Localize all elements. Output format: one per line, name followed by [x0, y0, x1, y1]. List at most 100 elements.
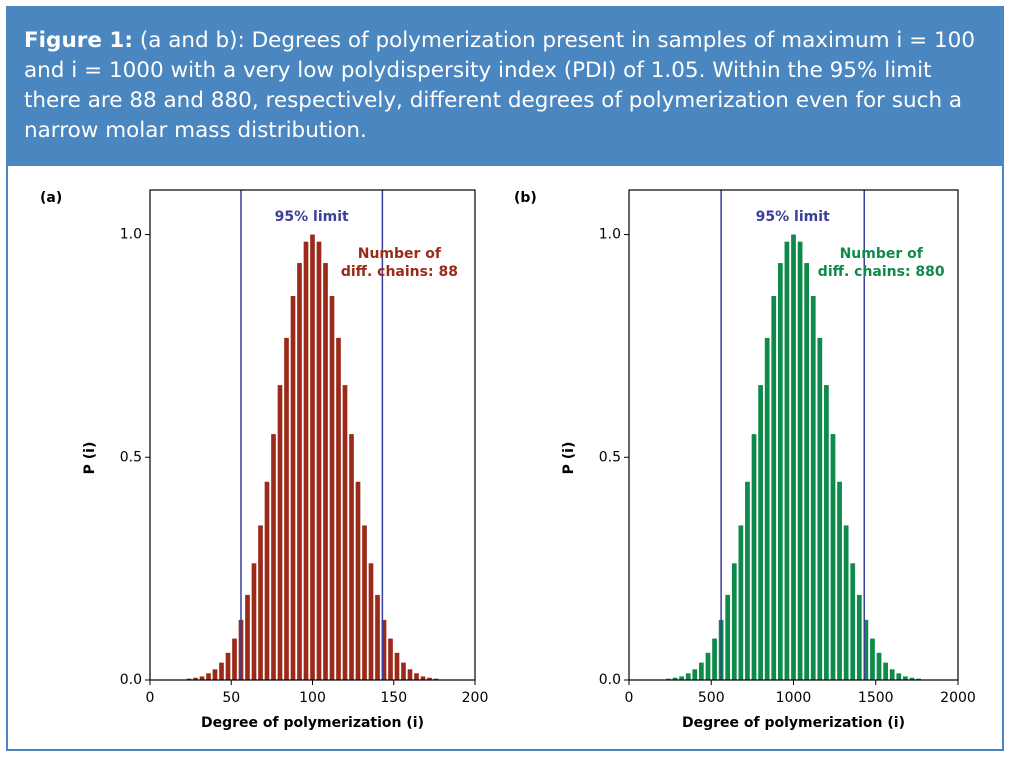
y-axis-label: P (i)	[82, 442, 98, 475]
x-tick-label: 1500	[858, 690, 894, 706]
bar	[316, 241, 322, 680]
bar	[731, 563, 737, 680]
bar	[355, 481, 361, 680]
bar	[186, 678, 192, 680]
bar	[771, 296, 777, 680]
bar	[777, 263, 783, 680]
bar	[784, 241, 790, 680]
bar	[692, 669, 698, 680]
y-axis-label: P (i)	[561, 442, 577, 475]
bar	[876, 652, 882, 680]
bar	[699, 662, 704, 680]
bar	[414, 673, 419, 680]
bar	[745, 481, 750, 680]
bar	[206, 673, 211, 680]
annotation: Number of	[358, 246, 442, 262]
bar	[909, 677, 915, 680]
x-tick-label: 100	[299, 690, 326, 706]
limit-label: 95% limit	[275, 209, 349, 225]
y-tick-label: 1.0	[599, 227, 621, 243]
bar	[850, 563, 856, 680]
bar	[284, 337, 289, 680]
bar	[310, 234, 315, 680]
bar	[381, 619, 387, 680]
bar	[824, 385, 829, 680]
bar	[303, 241, 309, 680]
bar	[264, 481, 270, 680]
bar	[349, 434, 354, 680]
bar	[705, 652, 711, 680]
bar	[245, 594, 250, 680]
bar	[427, 677, 432, 680]
limit-label: 95% limit	[756, 209, 830, 225]
bar	[679, 676, 685, 680]
bar	[199, 676, 205, 680]
bar	[916, 678, 921, 680]
bar	[725, 594, 731, 680]
x-tick-label: 1000	[776, 690, 812, 706]
bar	[791, 234, 796, 680]
bar	[843, 525, 849, 680]
bar	[193, 677, 198, 680]
bar	[685, 673, 691, 680]
caption-text: (a and b): Degrees of polymerization pre…	[24, 28, 976, 143]
y-tick-label: 0.5	[599, 449, 621, 465]
bar	[212, 669, 218, 680]
bar	[817, 337, 823, 680]
x-axis-label: Degree of polymerization (i)	[201, 715, 424, 731]
caption-label: Figure 1:	[24, 28, 133, 53]
bar	[258, 525, 263, 680]
bar	[297, 263, 302, 680]
bar	[342, 385, 348, 680]
bar	[883, 662, 888, 680]
annotation: diff. chains: 880	[818, 264, 945, 280]
bar	[290, 296, 296, 680]
bar	[738, 525, 744, 680]
caption: Figure 1: (a and b): Degrees of polymeri…	[8, 8, 1004, 166]
y-tick-label: 0.0	[599, 672, 621, 688]
x-tick-label: 50	[222, 690, 240, 706]
bar	[336, 337, 341, 680]
bar	[810, 296, 816, 680]
bar	[672, 677, 678, 680]
bar	[433, 678, 439, 680]
bar	[758, 385, 763, 680]
bar	[797, 241, 803, 680]
y-tick-label: 0.0	[120, 672, 142, 688]
bar	[896, 673, 902, 680]
panel-label: (a)	[40, 190, 62, 206]
x-tick-label: 0	[625, 690, 634, 706]
bar	[837, 481, 842, 680]
bar	[666, 678, 671, 680]
annotation: diff. chains: 88	[341, 264, 458, 280]
bar	[401, 662, 406, 680]
bar	[856, 594, 862, 680]
x-tick-label: 500	[698, 690, 725, 706]
bar	[870, 638, 875, 680]
panel-label: (b)	[514, 190, 537, 206]
bar	[407, 669, 413, 680]
figure-frame	[6, 6, 1004, 751]
x-axis-label: Degree of polymerization (i)	[682, 715, 905, 731]
bar	[420, 676, 426, 680]
bar	[712, 638, 717, 680]
bar	[329, 296, 335, 680]
bar	[232, 638, 237, 680]
bar	[751, 434, 757, 680]
y-tick-label: 0.5	[120, 449, 142, 465]
bar	[323, 263, 328, 680]
y-tick-label: 1.0	[120, 227, 142, 243]
bar	[375, 594, 380, 680]
bar	[889, 669, 895, 680]
bar	[863, 619, 869, 680]
bar	[394, 652, 400, 680]
x-tick-label: 0	[146, 690, 155, 706]
x-tick-label: 150	[380, 690, 407, 706]
bar	[368, 563, 374, 680]
annotation: Number of	[840, 246, 924, 262]
x-tick-label: 200	[462, 690, 489, 706]
x-tick-label: 2000	[940, 690, 976, 706]
bar	[271, 434, 276, 680]
